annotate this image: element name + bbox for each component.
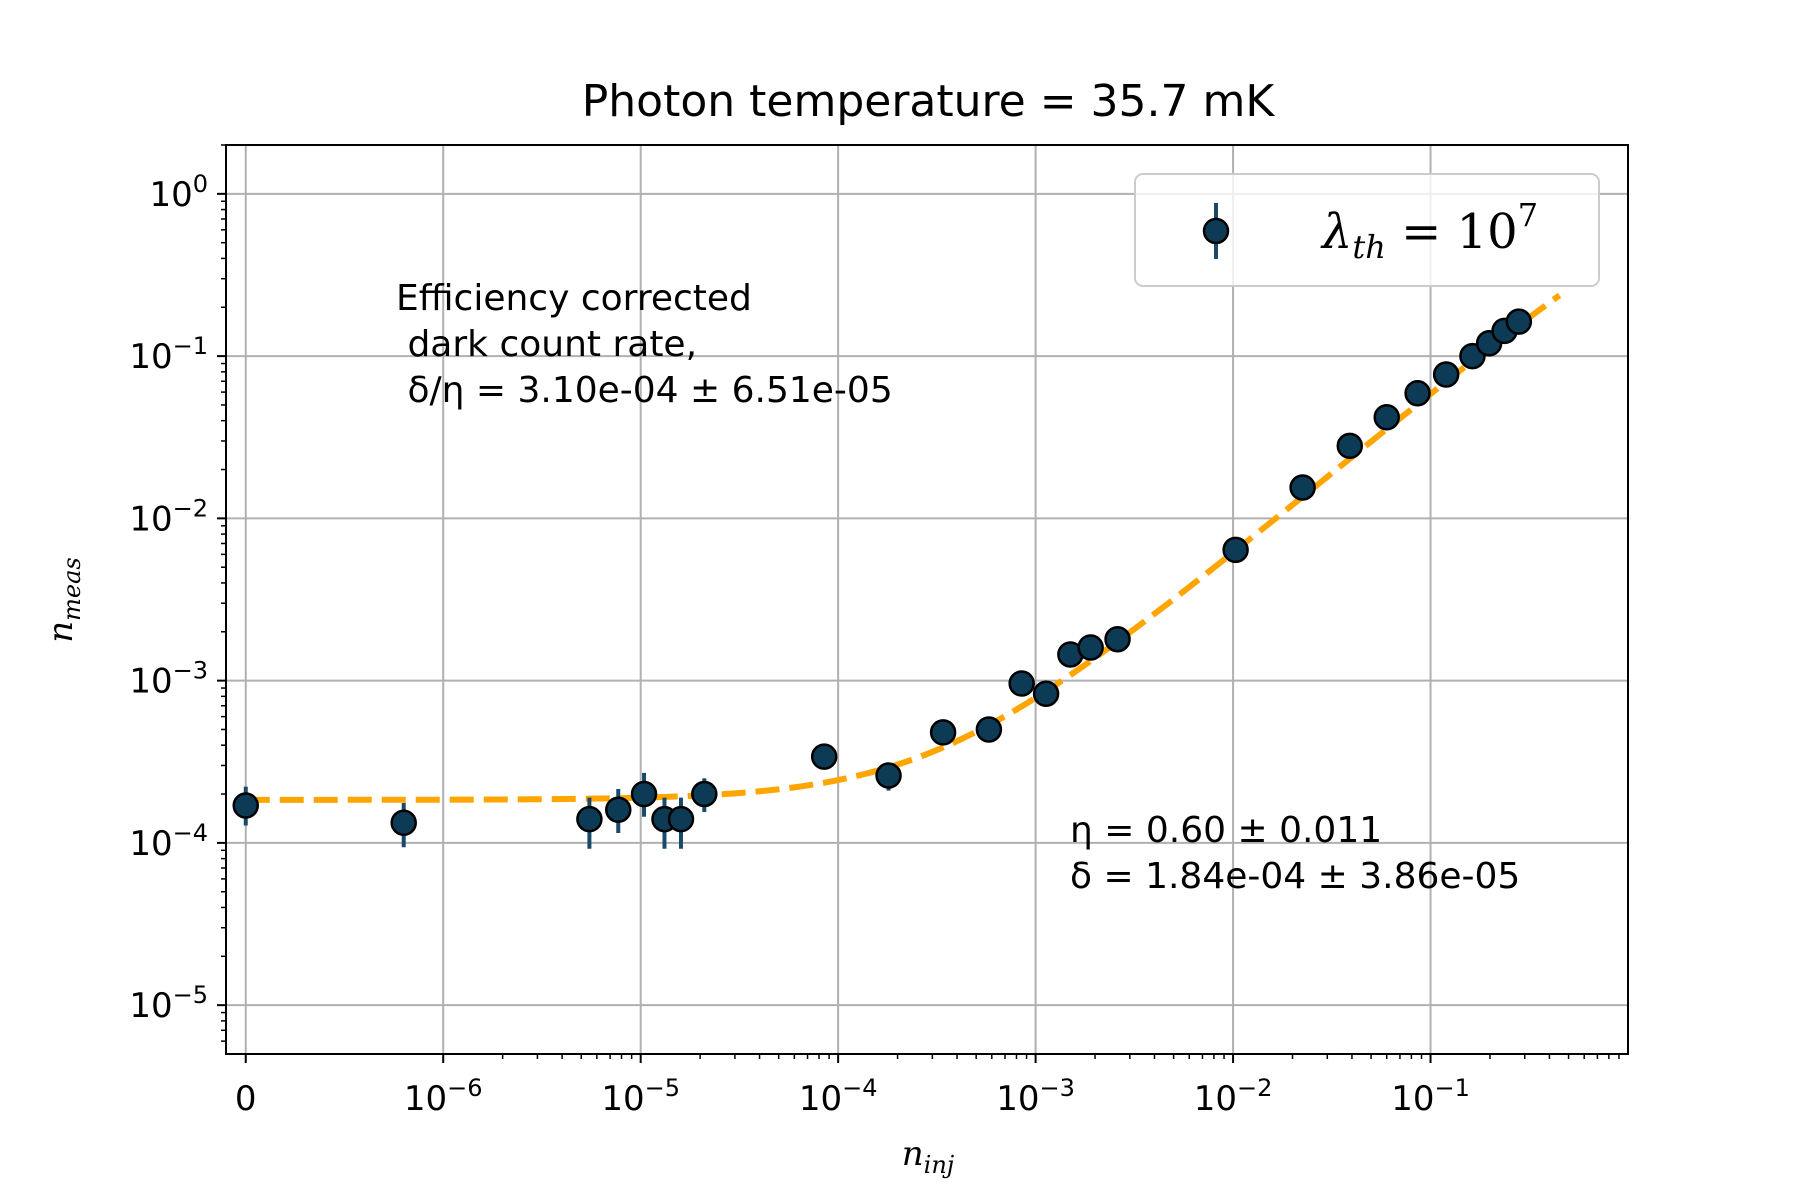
y-tick-label: 10−5 bbox=[129, 981, 208, 1026]
x-tick-label: 10−3 bbox=[996, 1074, 1075, 1119]
legend: λth = 107 bbox=[1134, 173, 1600, 287]
marker bbox=[667, 805, 695, 833]
data-point bbox=[975, 716, 1003, 743]
data-point bbox=[667, 797, 695, 849]
y-tick-label: 10−4 bbox=[129, 819, 208, 864]
marker bbox=[1432, 361, 1460, 388]
x-axis: 0 10−6 10−5 10−4 10−3 10−2 10−1 bbox=[235, 1054, 1620, 1119]
data-point bbox=[1057, 641, 1084, 668]
marker bbox=[975, 716, 1003, 743]
data-point bbox=[810, 743, 838, 770]
data-point bbox=[929, 719, 957, 746]
x-axis-label: ninj bbox=[902, 1134, 955, 1179]
marker bbox=[576, 805, 603, 833]
data-point bbox=[1222, 536, 1249, 564]
fit-curve bbox=[245, 292, 1562, 803]
marker bbox=[630, 780, 658, 808]
data-point bbox=[1008, 670, 1035, 697]
data-point bbox=[1336, 432, 1364, 460]
data-point bbox=[232, 786, 259, 826]
marker bbox=[232, 792, 259, 819]
data-point bbox=[1104, 625, 1131, 653]
x-tick-label: 10−5 bbox=[601, 1074, 680, 1119]
legend-box bbox=[1134, 173, 1600, 287]
data-point bbox=[576, 797, 603, 849]
marker bbox=[1222, 536, 1249, 564]
y-tick-label: 10−2 bbox=[129, 494, 208, 539]
y-axis-label: nmeas bbox=[41, 557, 86, 643]
data-point bbox=[1404, 380, 1431, 407]
data-point bbox=[1032, 680, 1060, 708]
marker bbox=[1404, 380, 1431, 407]
data-point bbox=[875, 762, 902, 791]
data-points bbox=[232, 308, 1533, 849]
data-point bbox=[1289, 474, 1316, 501]
marker bbox=[1008, 670, 1035, 697]
data-point bbox=[691, 778, 718, 813]
annotation-upper-left: Efficiency corrected dark count rate, δ/… bbox=[396, 278, 893, 411]
annotations: Efficiency corrected dark count rate, δ/… bbox=[396, 278, 1520, 897]
marker bbox=[810, 743, 838, 770]
plot-area-frame bbox=[225, 144, 1629, 1055]
data-point bbox=[605, 788, 632, 834]
marker bbox=[1373, 403, 1400, 431]
x-tick-label: 10−1 bbox=[1391, 1074, 1470, 1119]
marker bbox=[875, 762, 902, 789]
y-tick-label: 10−3 bbox=[129, 657, 208, 702]
marker bbox=[691, 780, 718, 808]
data-point bbox=[1373, 403, 1400, 431]
data-point bbox=[1077, 634, 1104, 661]
x-tick-label: 10−6 bbox=[404, 1074, 483, 1119]
y-axis: 10−5 10−4 10−3 10−2 10−1 100 bbox=[129, 144, 226, 1042]
x-tick-label: 10−2 bbox=[1194, 1074, 1273, 1119]
marker bbox=[1104, 625, 1131, 653]
marker bbox=[605, 796, 632, 824]
marker bbox=[1336, 432, 1364, 460]
chart-title: Photon temperature = 35.7 mK bbox=[582, 76, 1276, 127]
marker bbox=[1505, 308, 1533, 335]
y-tick-label: 100 bbox=[149, 170, 208, 215]
annotation-lower-right: η = 0.60 ± 0.011 δ = 1.84e-04 ± 3.86e-05 bbox=[1070, 810, 1520, 897]
data-point bbox=[1505, 308, 1533, 335]
grid bbox=[226, 145, 1628, 1054]
legend-marker bbox=[1202, 217, 1230, 245]
marker bbox=[390, 809, 417, 837]
data-point bbox=[630, 772, 658, 817]
legend-label: λth = 107 bbox=[1320, 196, 1538, 266]
fit-layer bbox=[245, 292, 1562, 803]
marker bbox=[1289, 474, 1316, 501]
marker bbox=[1032, 680, 1060, 708]
x-tick-label: 10−4 bbox=[799, 1074, 878, 1119]
marker bbox=[1077, 634, 1104, 661]
data-point bbox=[1432, 361, 1460, 388]
x-tick-label: 0 bbox=[235, 1079, 257, 1119]
marker bbox=[929, 719, 957, 746]
y-tick-label: 10−1 bbox=[129, 332, 208, 377]
data-point bbox=[390, 803, 417, 848]
